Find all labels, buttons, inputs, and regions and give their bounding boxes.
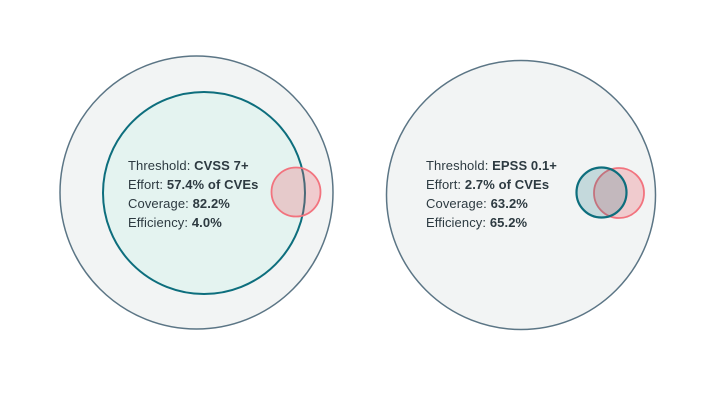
epss-efficiency-line: Efficiency: 65.2% — [426, 213, 557, 232]
epss-exploited-set-circle — [593, 167, 645, 219]
epss-coverage-line: Coverage: 63.2% — [426, 194, 557, 213]
metric-value: 65.2% — [489, 215, 528, 230]
metric-label: Efficiency: — [426, 215, 490, 230]
metric-label: Coverage: — [128, 196, 193, 211]
metric-value: EPSS 0.1+ — [492, 158, 557, 173]
metric-value: 4.0% — [191, 215, 222, 230]
metric-label: Threshold: — [128, 158, 195, 173]
metric-value: 2.7% of CVEs — [464, 177, 550, 192]
cvss-effort-line: Effort: 57.4% of CVEs — [128, 175, 258, 194]
metric-value: 57.4% of CVEs — [166, 177, 259, 192]
metric-label: Efficiency: — [128, 215, 192, 230]
cvss-exploited-set-circle — [270, 166, 322, 218]
metric-label: Coverage: — [426, 196, 491, 211]
cvss-threshold-line: Threshold: CVSS 7+ — [128, 156, 258, 175]
metric-label: Threshold: — [426, 158, 493, 173]
epss-effort-line: Effort: 2.7% of CVEs — [426, 175, 557, 194]
cvss-coverage-line: Coverage: 82.2% — [128, 194, 258, 213]
metric-label: Effort: — [128, 177, 167, 192]
cvss-threshold-set-circle — [102, 91, 306, 295]
metric-label: Effort: — [426, 177, 465, 192]
epss-threshold-line: Threshold: EPSS 0.1+ — [426, 156, 557, 175]
metric-value: 63.2% — [490, 196, 528, 211]
metric-value: 82.2% — [192, 196, 230, 211]
epss-threshold-set-circle — [575, 166, 628, 219]
epss-all-cves-circle — [385, 59, 657, 331]
epss-venn-group — [385, 59, 657, 331]
cvss-venn-group — [59, 55, 334, 330]
epss-metrics-block: Threshold: EPSS 0.1+ Effort: 2.7% of CVE… — [426, 156, 557, 232]
cvss-efficiency-line: Efficiency: 4.0% — [128, 213, 258, 232]
cvss-metrics-block: Threshold: CVSS 7+ Effort: 57.4% of CVEs… — [128, 156, 258, 232]
metric-value: CVSS 7+ — [194, 158, 249, 173]
